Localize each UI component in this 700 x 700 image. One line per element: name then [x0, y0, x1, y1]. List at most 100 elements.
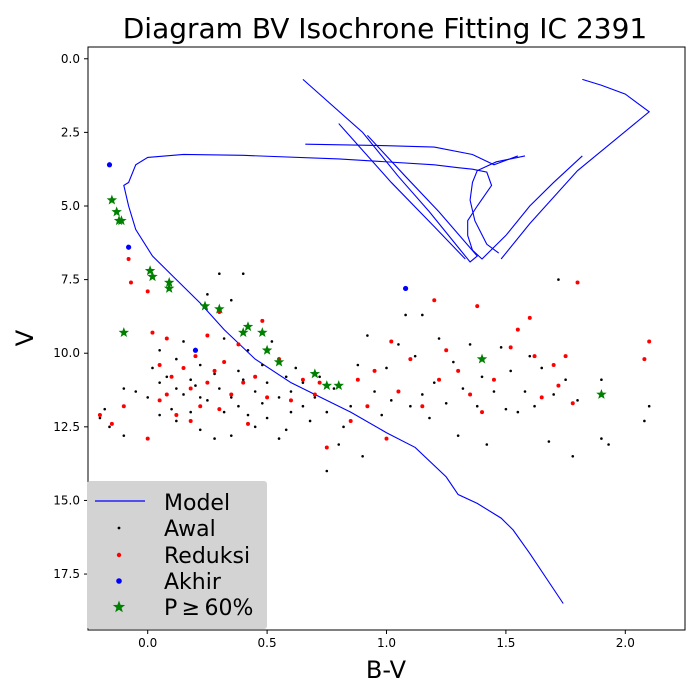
awal-point: [218, 272, 221, 276]
model-isochrone-line: [469, 155, 526, 254]
awal-point: [421, 313, 424, 317]
awal-point: [170, 407, 173, 411]
model-isochrone-line: [338, 123, 466, 260]
legend-akhir-swatch: [116, 578, 122, 584]
reduksi-point: [193, 354, 198, 359]
reduksi-point: [236, 342, 241, 347]
awal-point: [409, 404, 412, 408]
awal-point: [557, 278, 560, 281]
reduksi-point: [260, 318, 265, 323]
reduksi-point: [169, 374, 174, 379]
awal-point: [108, 425, 111, 429]
reduksi-point: [570, 401, 575, 406]
p60-star-point: [309, 368, 321, 379]
reduksi-point: [389, 339, 394, 344]
legend-reduksi-swatch: [116, 552, 122, 558]
awal-point: [253, 390, 257, 393]
awal-point: [461, 387, 465, 390]
x-tick-label: 2.0: [616, 636, 635, 650]
awal-point: [552, 393, 555, 396]
legend-akhir-label: Akhir: [164, 570, 222, 595]
awal-point: [356, 363, 360, 367]
awal-point: [600, 378, 603, 382]
plot-area: 0.0 0.5 1.0 1.5 2.0 0.0 2.5 5.0 7.5 10.0 12.5 15.0…: [53, 46, 686, 650]
awal-point: [289, 390, 293, 393]
awal-point: [404, 313, 407, 317]
awal-point: [325, 469, 329, 473]
awal-point: [600, 437, 603, 440]
p60-star-point: [199, 300, 211, 311]
reduksi-point: [480, 410, 485, 415]
akhir-point: [403, 285, 409, 292]
awal-point: [475, 404, 479, 408]
awal-point: [189, 410, 192, 414]
reduksi-point: [217, 407, 222, 412]
awal-point: [189, 378, 192, 382]
y-tick-label: 5.0: [61, 199, 80, 213]
reduksi-point: [205, 333, 210, 338]
awal-point: [222, 337, 226, 340]
y-tick-label: 2.5: [61, 125, 80, 139]
y-tick-label: 15.0: [53, 493, 80, 507]
awal-point: [528, 354, 532, 358]
awal-point: [241, 378, 245, 382]
x-tick-label: 1.0: [377, 636, 396, 650]
awal-point: [182, 340, 185, 343]
awal-point: [432, 381, 436, 384]
awal-point: [158, 348, 161, 352]
reduksi-point: [145, 436, 150, 441]
awal-point: [241, 272, 245, 276]
p60-star-point: [273, 356, 285, 367]
awal-point: [237, 404, 240, 408]
awal-point: [175, 419, 178, 423]
awal-point: [294, 366, 298, 370]
awal-point: [571, 454, 575, 458]
reduksi-point: [188, 418, 193, 423]
x-tick-label: 0.5: [258, 636, 277, 650]
awal-point: [389, 399, 393, 402]
y-tick-label: 17.5: [53, 567, 80, 581]
reduksi-point: [229, 392, 234, 397]
awal-point: [158, 381, 161, 384]
akhir-point: [126, 244, 132, 250]
awal-point: [218, 387, 221, 390]
legend: Model Awal Reduksi Akhir P ≥ 60%: [87, 481, 267, 629]
awal-point: [98, 416, 102, 420]
awal-point: [270, 340, 274, 343]
model-isochrone-line: [500, 78, 651, 260]
reduksi-point: [324, 445, 329, 450]
reduksi-point: [157, 398, 162, 403]
reduksi-point: [157, 363, 162, 367]
p60-star-point: [106, 194, 118, 205]
awal-point: [301, 404, 305, 408]
awal-point: [206, 399, 209, 402]
awal-point: [366, 334, 369, 337]
reduksi-point: [384, 436, 389, 441]
awal-point: [504, 407, 508, 411]
reduksi-point: [288, 398, 293, 403]
awal-point: [246, 413, 250, 417]
reduksi-point: [437, 377, 442, 382]
y-axis: 0.0 2.5 5.0 7.5 10.0 12.5 15.0 17.5: [53, 52, 88, 581]
reduksi-point: [551, 363, 556, 367]
awal-point: [194, 384, 197, 387]
awal-point: [122, 434, 126, 437]
p60-star-point: [144, 265, 156, 276]
reduksi-point: [265, 395, 270, 400]
model-isochrone-line: [123, 153, 583, 604]
reduksi-point: [317, 380, 322, 385]
awal-point: [361, 454, 364, 458]
awal-point: [198, 396, 202, 399]
reduksi-point: [563, 354, 568, 359]
reduksi-point: [181, 365, 186, 370]
awal-point: [485, 443, 489, 446]
awal-point: [325, 410, 329, 414]
awal-point: [301, 381, 305, 384]
awal-point: [103, 407, 107, 411]
akhir-point: [192, 347, 199, 353]
awal-point: [647, 404, 651, 408]
awal-point: [261, 363, 264, 367]
p60-star-point: [116, 215, 127, 226]
awal-point: [428, 416, 431, 420]
reduksi-point: [222, 360, 227, 365]
